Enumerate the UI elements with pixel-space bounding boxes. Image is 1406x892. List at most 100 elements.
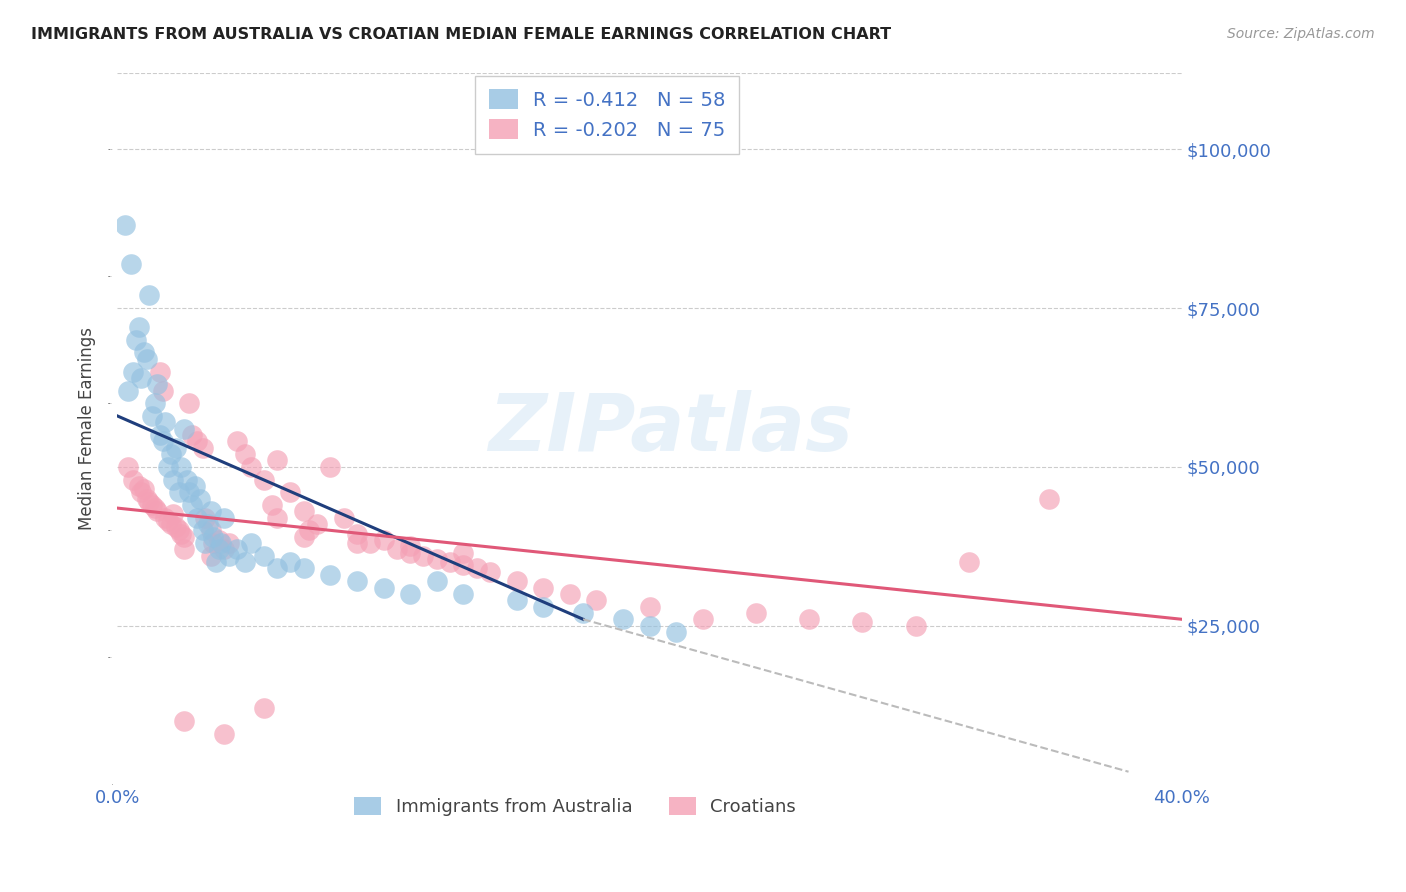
Point <box>191 524 214 538</box>
Point <box>453 545 475 559</box>
Point <box>226 542 249 557</box>
Point <box>212 726 235 740</box>
Point <box>585 593 607 607</box>
Point <box>558 587 581 601</box>
Point <box>131 371 153 385</box>
Point <box>233 555 256 569</box>
Point <box>399 539 422 553</box>
Point <box>692 612 714 626</box>
Point <box>173 422 195 436</box>
Y-axis label: Median Female Earnings: Median Female Earnings <box>79 327 96 530</box>
Point <box>638 618 661 632</box>
Point <box>122 365 145 379</box>
Legend: Immigrants from Australia, Croatians: Immigrants from Australia, Croatians <box>346 788 804 825</box>
Point <box>128 479 150 493</box>
Point <box>202 530 225 544</box>
Text: IMMIGRANTS FROM AUSTRALIA VS CROATIAN MEDIAN FEMALE EARNINGS CORRELATION CHART: IMMIGRANTS FROM AUSTRALIA VS CROATIAN ME… <box>31 27 891 42</box>
Point <box>194 536 217 550</box>
Point <box>122 473 145 487</box>
Point <box>117 384 139 398</box>
Point <box>531 599 554 614</box>
Point <box>305 516 328 531</box>
Point <box>226 434 249 449</box>
Point <box>181 428 204 442</box>
Point <box>157 514 180 528</box>
Point <box>346 574 368 589</box>
Point <box>218 536 240 550</box>
Point <box>146 504 169 518</box>
Point <box>159 447 181 461</box>
Point <box>188 491 211 506</box>
Point <box>200 549 222 563</box>
Point <box>173 542 195 557</box>
Point <box>319 459 342 474</box>
Point <box>200 524 222 538</box>
Point <box>141 498 163 512</box>
Point <box>152 434 174 449</box>
Point <box>280 555 302 569</box>
Point <box>173 714 195 728</box>
Point <box>266 510 288 524</box>
Point <box>505 593 527 607</box>
Point <box>209 536 232 550</box>
Point <box>141 409 163 423</box>
Point <box>114 219 136 233</box>
Point <box>412 549 434 563</box>
Point <box>260 498 283 512</box>
Point <box>120 256 142 270</box>
Point <box>1038 491 1060 506</box>
Point <box>181 498 204 512</box>
Point <box>202 536 225 550</box>
Point <box>167 485 190 500</box>
Point <box>505 574 527 589</box>
Point <box>253 549 276 563</box>
Point <box>125 333 148 347</box>
Point <box>207 533 229 547</box>
Point <box>135 351 157 366</box>
Point <box>957 555 980 569</box>
Point <box>298 524 321 538</box>
Point <box>426 552 449 566</box>
Point <box>319 567 342 582</box>
Point <box>233 447 256 461</box>
Point <box>138 288 160 302</box>
Point <box>165 441 187 455</box>
Point <box>851 615 873 630</box>
Point <box>253 473 276 487</box>
Point <box>157 459 180 474</box>
Point <box>194 510 217 524</box>
Point <box>117 459 139 474</box>
Point <box>665 624 688 639</box>
Point <box>170 526 193 541</box>
Point <box>173 530 195 544</box>
Point <box>191 441 214 455</box>
Point <box>143 396 166 410</box>
Point <box>453 558 475 573</box>
Point <box>149 428 172 442</box>
Point <box>239 459 262 474</box>
Point <box>346 536 368 550</box>
Point <box>132 482 155 496</box>
Point <box>218 549 240 563</box>
Point <box>170 459 193 474</box>
Point <box>143 501 166 516</box>
Point <box>266 453 288 467</box>
Point <box>132 345 155 359</box>
Point <box>280 485 302 500</box>
Point <box>359 536 381 550</box>
Point <box>152 384 174 398</box>
Point <box>179 396 201 410</box>
Point <box>155 415 177 429</box>
Point <box>167 524 190 538</box>
Point <box>465 561 488 575</box>
Point <box>205 555 228 569</box>
Point <box>453 587 475 601</box>
Point <box>207 542 229 557</box>
Point <box>165 520 187 534</box>
Point <box>373 581 395 595</box>
Point <box>292 530 315 544</box>
Point <box>332 510 354 524</box>
Text: Source: ZipAtlas.com: Source: ZipAtlas.com <box>1227 27 1375 41</box>
Point <box>186 434 208 449</box>
Point <box>346 526 368 541</box>
